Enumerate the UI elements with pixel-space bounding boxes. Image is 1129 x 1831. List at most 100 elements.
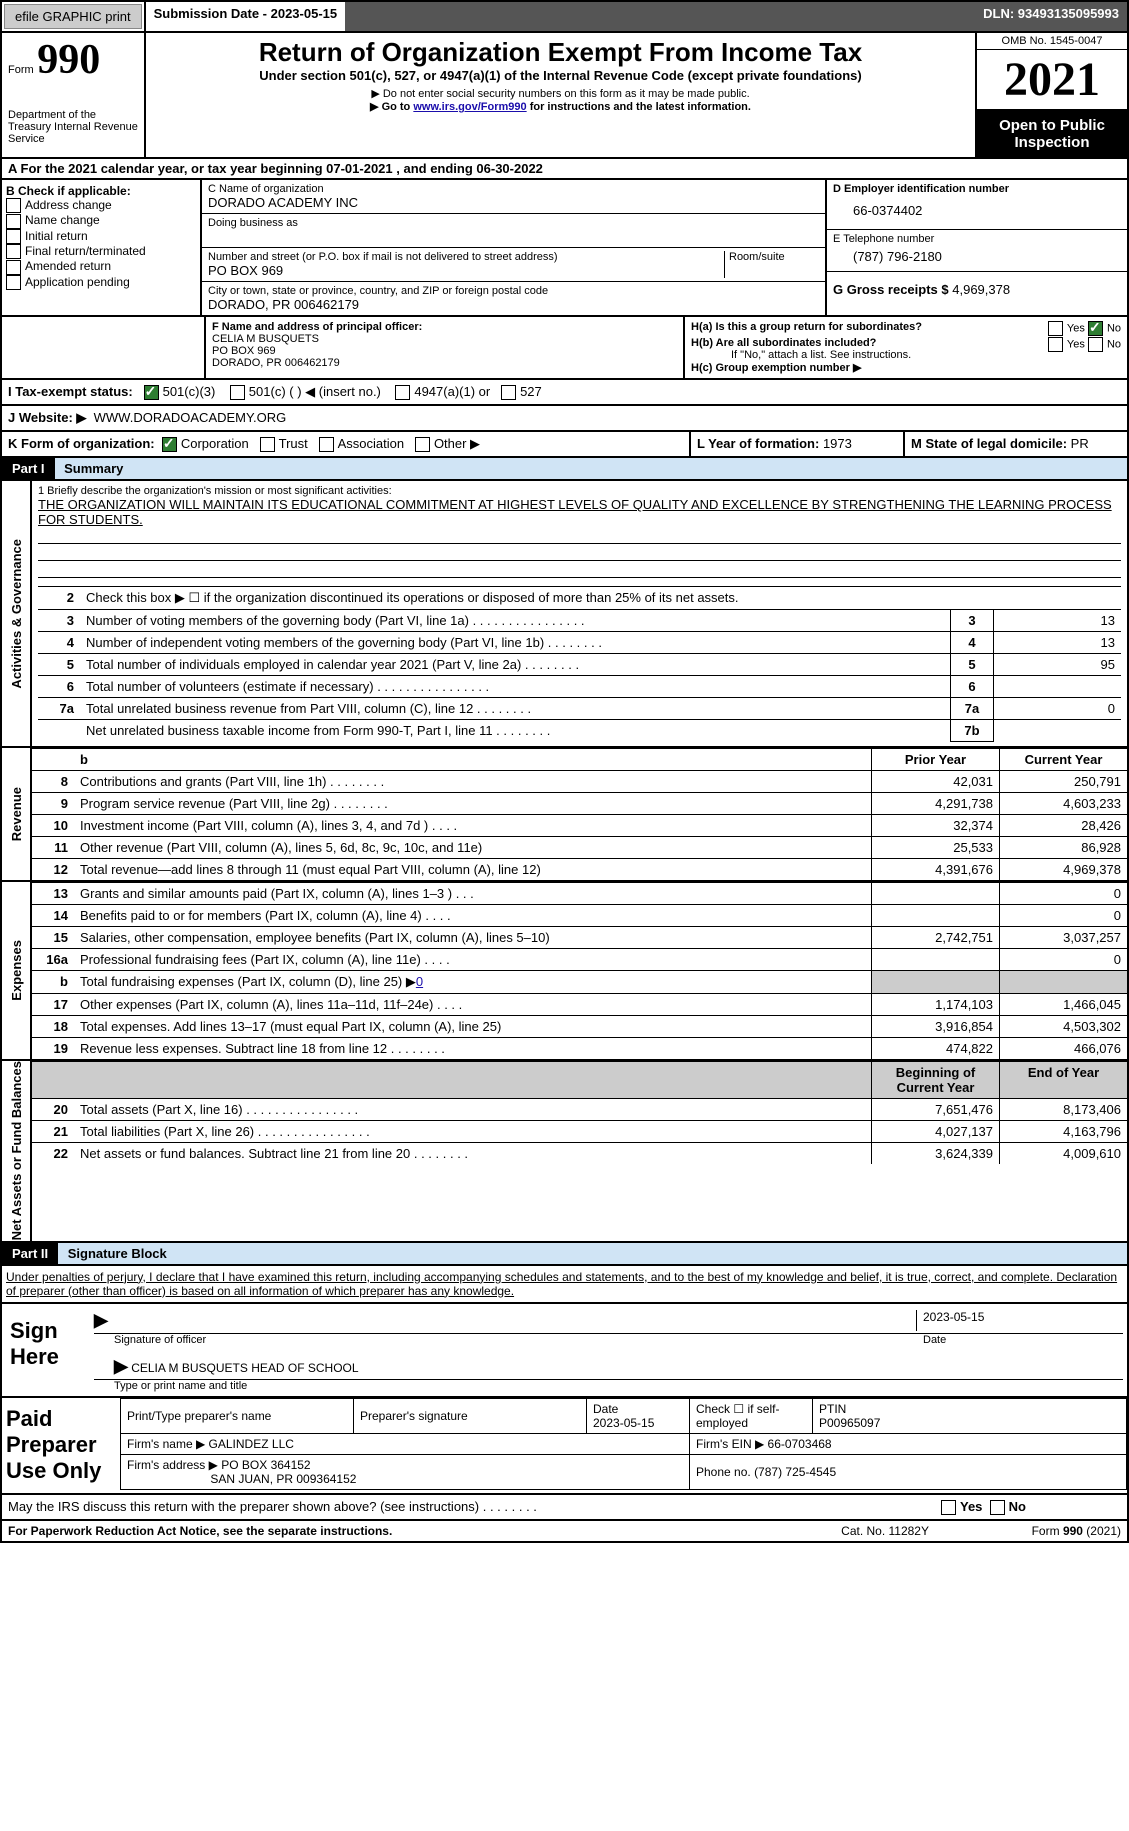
n3: 3 [38, 610, 80, 632]
status-row: I Tax-exempt status: 501(c)(3) 501(c) ( … [0, 380, 1129, 406]
gross-value: 4,969,378 [952, 282, 1010, 297]
hb-yes[interactable] [1048, 337, 1063, 352]
n18: 18 [32, 1016, 74, 1038]
checkbox-final[interactable] [6, 244, 21, 259]
cb-other[interactable] [415, 437, 430, 452]
efile-header-bar: efile GRAPHIC print Submission Date - 20… [0, 0, 1129, 33]
c19: 466,076 [1000, 1038, 1128, 1060]
c22: 4,009,610 [1000, 1143, 1128, 1165]
klm-row: K Form of organization: Corporation Trus… [0, 432, 1129, 458]
discuss-yes[interactable] [941, 1500, 956, 1515]
c20: 8,173,406 [1000, 1099, 1128, 1121]
c14: 0 [1000, 905, 1128, 927]
phone-label: E Telephone number [833, 233, 1121, 245]
prep-date-val: 2023-05-15 [593, 1416, 654, 1430]
room-label: Room/suite [724, 251, 819, 278]
officer-label: F Name and address of principal officer: [212, 321, 677, 333]
efile-print-button[interactable]: efile GRAPHIC print [4, 4, 142, 29]
lbl-name-change: Name change [25, 213, 100, 227]
activities-section: Activities & Governance 1 Briefly descri… [0, 481, 1129, 748]
n22: 22 [32, 1143, 74, 1165]
p16a [872, 949, 1000, 971]
goto-suffix: for instructions and the latest informat… [527, 101, 751, 113]
cb-trust[interactable] [260, 437, 275, 452]
v6 [994, 676, 1122, 698]
c21: 4,163,796 [1000, 1121, 1128, 1143]
cb-527[interactable] [501, 385, 516, 400]
c16b [1000, 971, 1128, 994]
p17: 1,174,103 [872, 994, 1000, 1016]
sign-here-label: Sign Here [6, 1308, 94, 1392]
website-row: J Website: ▶ WWW.DORADOACADEMY.ORG [0, 406, 1129, 432]
lbl-527: 527 [520, 384, 542, 399]
t17: Other expenses (Part IX, column (A), lin… [80, 997, 433, 1012]
b7b: 7b [951, 720, 994, 742]
discuss-no[interactable] [990, 1500, 1005, 1515]
cb-501c[interactable] [230, 385, 245, 400]
ein-value: 66-0374402 [833, 195, 1121, 226]
dba-label: Doing business as [208, 217, 819, 229]
ha-no-lbl: No [1107, 322, 1121, 334]
t3: Number of voting members of the governin… [86, 613, 585, 628]
ptin-hdr: PTIN [819, 1402, 846, 1416]
c18: 4,503,302 [1000, 1016, 1128, 1038]
t19: Revenue less expenses. Subtract line 18 … [80, 1041, 445, 1056]
side-revenue: Revenue [9, 787, 24, 841]
p16b [872, 971, 1000, 994]
irs-link[interactable]: www.irs.gov/Form990 [413, 101, 526, 113]
cb-501c3[interactable] [144, 385, 159, 400]
officer-addr1: PO BOX 969 [212, 345, 677, 357]
sig-officer-label: Signature of officer [94, 1334, 923, 1346]
checkbox-amended[interactable] [6, 260, 21, 275]
line2-text: Check this box ▶ ☐ if the organization d… [80, 587, 1121, 610]
n12: 12 [32, 859, 74, 881]
c11: 86,928 [1000, 837, 1128, 859]
part2-title: Signature Block [68, 1246, 167, 1261]
prep-sig-hdr: Preparer's signature [354, 1398, 587, 1433]
part1-title: Summary [64, 461, 123, 476]
cb-4947[interactable] [395, 385, 410, 400]
p12: 4,391,676 [872, 859, 1000, 881]
sign-here-block: Sign Here ▶ 2023-05-15 Signature of offi… [0, 1304, 1129, 1398]
t14: Benefits paid to or for members (Part IX… [80, 908, 422, 923]
checkbox-address-change[interactable] [6, 198, 21, 213]
entity-block: B Check if applicable: Address change Na… [0, 180, 1129, 317]
checkbox-name-change[interactable] [6, 214, 21, 229]
part2-hdr: Part II [2, 1243, 58, 1264]
t21: Total liabilities (Part X, line 26) [80, 1124, 370, 1139]
hb-no[interactable] [1088, 337, 1103, 352]
checkbox-initial[interactable] [6, 229, 21, 244]
v7a: 0 [994, 698, 1122, 720]
ha-yes[interactable] [1048, 321, 1063, 336]
n17: 17 [32, 994, 74, 1016]
form-title-box: Form 990 Department of the Treasury Inte… [0, 33, 1129, 159]
print-name-label: Type or print name and title [94, 1380, 1123, 1392]
ha-no[interactable] [1088, 321, 1103, 336]
p15: 2,742,751 [872, 927, 1000, 949]
tax-year: 2021 [977, 50, 1127, 111]
firm-name: GALINDEZ LLC [209, 1437, 294, 1451]
t15: Salaries, other compensation, employee b… [80, 930, 550, 945]
return-subtitle: Under section 501(c), 527, or 4947(a)(1)… [150, 68, 971, 83]
discuss-text: May the IRS discuss this return with the… [8, 1499, 537, 1514]
officer-h-row: F Name and address of principal officer:… [0, 317, 1129, 380]
pra-notice: For Paperwork Reduction Act Notice, see … [2, 1521, 835, 1541]
n20: 20 [32, 1099, 74, 1121]
t12: Total revenue—add lines 8 through 11 (mu… [80, 862, 541, 877]
n9: 9 [32, 793, 74, 815]
t16a: Professional fundraising fees (Part IX, … [80, 952, 421, 967]
k-label: K Form of organization: [8, 436, 155, 451]
v3: 13 [994, 610, 1122, 632]
p11: 25,533 [872, 837, 1000, 859]
p18: 3,916,854 [872, 1016, 1000, 1038]
city-value: DORADO, PR 006462179 [208, 297, 819, 312]
gross-label: G Gross receipts $ [833, 282, 949, 297]
prep-selfemp: Check ☐ if self-employed [690, 1398, 813, 1433]
paid-label: Paid Preparer Use Only [2, 1398, 120, 1493]
cb-corp[interactable] [162, 437, 177, 452]
officer-name: CELIA M BUSQUETS [212, 333, 677, 345]
cb-assoc[interactable] [319, 437, 334, 452]
checkbox-app-pending[interactable] [6, 275, 21, 290]
p9: 4,291,738 [872, 793, 1000, 815]
m-value: PR [1071, 436, 1089, 451]
